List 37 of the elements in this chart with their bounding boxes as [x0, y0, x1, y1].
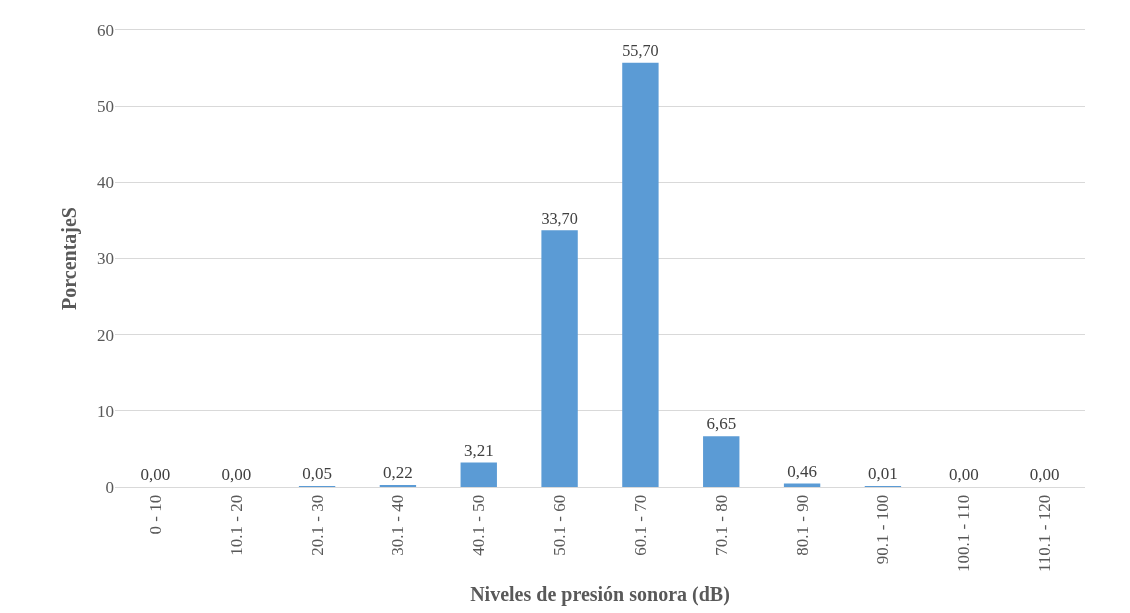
data-label: 0,00	[948, 465, 979, 484]
y-tick-label: 0	[105, 477, 114, 497]
x-tick-label: 70.1 - 80	[711, 494, 731, 556]
y-tick-label: 40	[97, 173, 114, 193]
data-label: 3,21	[463, 440, 494, 460]
y-axis-title: PorcentajeS	[57, 207, 81, 310]
bar	[541, 230, 578, 487]
y-tick-label: 30	[97, 249, 114, 269]
x-tick-label: 10.1 - 20	[226, 494, 246, 556]
data-label: 6,65	[706, 414, 737, 434]
y-tick-label: 60	[97, 20, 114, 40]
x-tick-label: 0 - 10	[145, 494, 165, 535]
x-tick-label: 100.1 - 110	[954, 494, 974, 573]
y-tick-label: 20	[97, 325, 114, 345]
data-label: 33,70	[541, 209, 578, 227]
x-tick-label: 110.1 - 120	[1035, 494, 1055, 573]
x-tick-label: 60.1 - 70	[630, 494, 650, 556]
bar	[622, 62, 659, 487]
bar	[460, 462, 497, 487]
data-label: 0,46	[787, 461, 817, 481]
data-label: 0,01	[868, 464, 898, 483]
data-label: 0,05	[302, 464, 332, 483]
data-label: 0,00	[140, 465, 171, 484]
data-label: 55,70	[622, 41, 659, 59]
data-label: 0,00	[1029, 465, 1060, 484]
data-label: 0,00	[221, 465, 252, 484]
x-tick-label: 20.1 - 30	[307, 494, 327, 556]
x-axis-title: Niveles de presión sonora (dB)	[470, 582, 730, 606]
x-tick-label: 50.1 - 60	[550, 494, 570, 556]
x-tick-label: 30.1 - 40	[388, 494, 408, 556]
data-label: 0,22	[383, 463, 413, 482]
x-tick-label: 40.1 - 50	[469, 494, 489, 556]
bar	[703, 436, 740, 487]
y-tick-label: 50	[97, 97, 114, 117]
x-tick-label: 80.1 - 90	[792, 494, 812, 556]
y-tick-label: 10	[97, 401, 114, 421]
x-tick-label: 90.1 - 100	[873, 494, 893, 565]
